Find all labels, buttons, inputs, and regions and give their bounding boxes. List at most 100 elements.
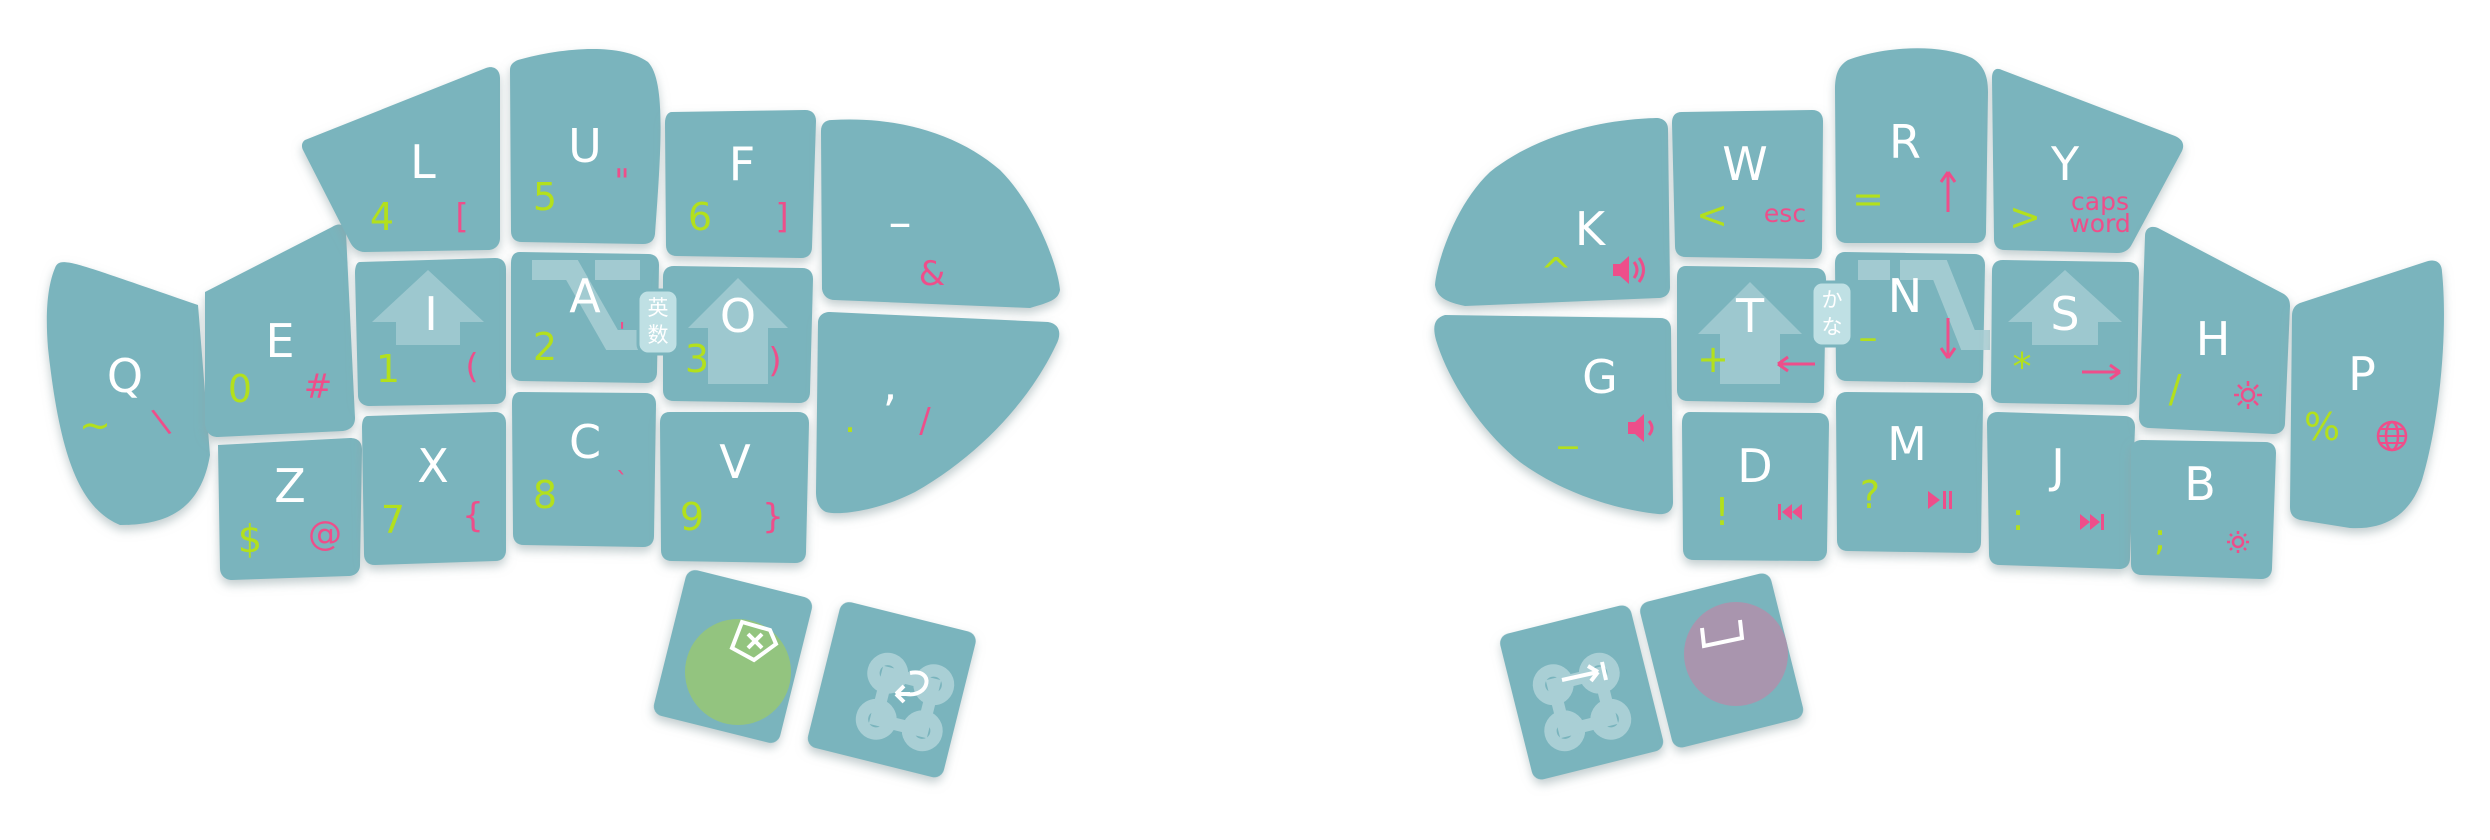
key-t-main: T [1735,289,1765,343]
key-b-secondary: ; [2154,515,2167,559]
key-c[interactable]: C 8 ` [512,392,656,547]
key-j[interactable]: J : [1987,412,2135,569]
key-f-tertiary: ] [775,197,788,237]
key-w-main: W [1722,137,1767,191]
key-y-main: Y [2050,137,2080,191]
key-l-main: L [410,135,436,189]
key-o-main: O [720,289,756,343]
key-g-secondary: _ [1558,405,1579,449]
key-i[interactable]: I 1 ( [355,258,506,406]
key-q-main: Q [107,349,143,403]
key-n[interactable]: N – [1835,252,1990,383]
key-m-main: M [1887,417,1927,471]
shift-icon [1698,282,1802,384]
key-v-secondary: 9 [680,495,704,539]
shift-icon [2008,270,2122,345]
key-m-secondary: ? [1860,473,1880,517]
key-p[interactable]: P % [2290,260,2444,529]
key-k[interactable]: K ^ [1435,118,1670,306]
left-arrow-icon [1777,355,1815,373]
key-r-secondary: = [1852,177,1884,221]
key-p-secondary: % [2304,405,2340,449]
key-y-secondary: > [2009,195,2041,239]
key-dash-main: – [889,195,912,249]
key-s[interactable]: S * [1991,260,2139,405]
key-comma-main: , [883,357,898,411]
key-z-secondary: $ [238,517,262,561]
key-p-main: P [2348,347,2376,401]
thumb-space[interactable] [1638,571,1805,749]
backspace-icon [729,619,779,663]
key-u[interactable]: U 5 " [510,48,661,244]
key-w[interactable]: W < esc [1672,110,1823,259]
key-u-main: U [568,119,602,173]
key-l-secondary: 4 [370,195,394,239]
key-dash[interactable]: – & [821,119,1060,308]
key-v[interactable]: V 9 } [660,412,809,563]
down-arrow-icon [1939,318,1957,359]
key-m[interactable]: M ? [1836,392,1983,553]
key-comma[interactable]: , . / [816,312,1060,514]
key-r-main: R [1889,115,1921,169]
key-n-main: N [1888,269,1922,323]
key-c-tertiary: ` [616,467,629,496]
key-t[interactable]: T + [1677,266,1826,403]
key-w-secondary: < [1696,193,1728,237]
key-i-tertiary: ( [465,347,478,387]
volume-up-icon [1613,256,1645,284]
key-o[interactable]: O 3 ) [663,266,813,403]
key-a-tertiary: ' [619,317,626,346]
key-n-secondary: – [1859,315,1878,359]
key-t-secondary: + [1697,337,1729,381]
right-half: K ^ G _ W < esc T [1434,48,2444,781]
left-half: Q ~ \ E 0 # Z $ @ L 4 [ I [46,48,1060,779]
eisu-badge-top: 英 [648,296,669,320]
key-d[interactable]: D ! [1682,412,1829,561]
key-j-secondary: : [2012,495,2025,539]
key-e-secondary: 0 [228,367,252,411]
key-f-secondary: 6 [688,195,712,239]
key-y-tertiary: caps word [2069,187,2130,238]
key-i-secondary: 1 [376,347,400,391]
key-a-main: A [569,269,601,323]
key-f[interactable]: F 6 ] [665,110,816,258]
key-a-secondary: 2 [533,325,557,369]
key-b[interactable]: B ; [2131,440,2276,579]
key-g[interactable]: G _ [1434,315,1673,515]
right-arrow-icon [2082,363,2121,381]
key-dash-tertiary: & [919,254,946,294]
eisu-badge-bottom: 数 [648,323,669,347]
thumb-backspace[interactable] [652,568,814,745]
key-s-secondary: * [2013,345,2032,389]
key-k-main: K [1575,202,1607,256]
key-h[interactable]: H / [2139,226,2290,434]
key-z-tertiary: @ [308,514,342,554]
volume-down-icon [1628,414,1654,442]
key-q[interactable]: Q ~ \ [46,262,211,525]
key-e[interactable]: E 0 # [205,224,355,437]
tab-icon [1561,661,1608,683]
key-r[interactable]: R = [1835,48,1988,243]
brightness-down-icon [2227,531,2249,553]
up-arrow-icon [1939,171,1957,212]
key-a[interactable]: A 2 ' [511,252,659,383]
key-comma-secondary: . [844,397,856,441]
globe-icon [2376,420,2408,452]
key-g-main: G [1582,350,1618,404]
key-q-secondary: ~ [79,403,111,447]
shift-icon [688,278,788,384]
play-pause-icon [1928,491,1952,509]
key-comma-tertiary: / [919,401,931,441]
thumb-enter-command[interactable] [806,600,978,779]
key-d-main: D [1737,439,1772,493]
key-z[interactable]: Z $ @ [218,438,362,580]
thumb-tab-command[interactable] [1498,603,1665,781]
key-x[interactable]: X 7 { [362,412,506,565]
key-l[interactable]: L 4 [ [301,67,500,253]
key-k-secondary: ^ [1540,250,1572,294]
key-o-secondary: 3 [685,337,709,381]
kana-badge-bottom: な [1822,315,1843,339]
key-x-tertiary: { [462,496,484,536]
key-y[interactable]: Y > caps word [1992,68,2184,254]
